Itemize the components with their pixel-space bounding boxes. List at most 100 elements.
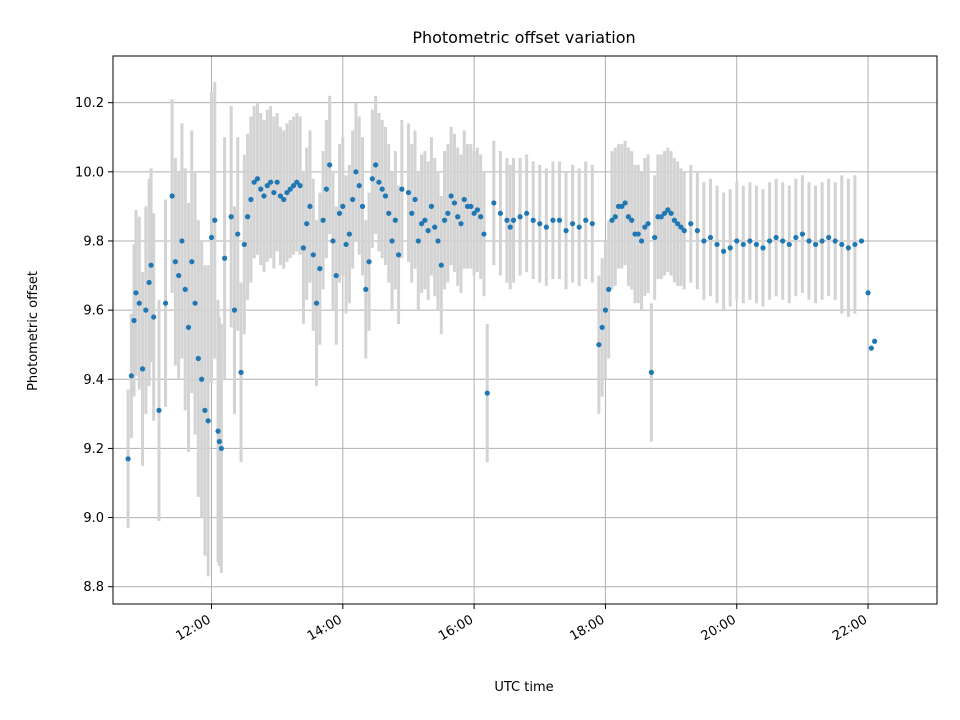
data-point (524, 210, 530, 216)
data-point (619, 203, 625, 209)
data-point (379, 186, 385, 192)
data-point (550, 217, 556, 223)
data-point (264, 183, 270, 189)
data-point (350, 196, 356, 203)
data-point (510, 217, 517, 223)
data-point (176, 272, 182, 279)
data-point (327, 162, 333, 168)
data-point (172, 259, 178, 265)
chart-title: Photometric offset variation (412, 28, 635, 47)
data-point (868, 345, 874, 351)
data-point (340, 203, 346, 209)
x-axis-label: UTC time (494, 680, 553, 695)
data-point (156, 407, 162, 413)
data-point (629, 217, 635, 223)
data-point (290, 183, 297, 189)
data-point (208, 234, 215, 241)
data-point (346, 231, 352, 237)
data-point (277, 193, 284, 199)
data-point (271, 189, 277, 196)
data-point (238, 369, 244, 375)
data-point (678, 224, 684, 230)
data-point (415, 238, 421, 244)
data-point (665, 207, 671, 213)
data-point (386, 210, 392, 216)
grid-layer (113, 56, 937, 604)
data-point (284, 189, 290, 196)
data-point (675, 221, 681, 227)
data-point (228, 214, 234, 220)
data-point (435, 238, 441, 244)
data-point (819, 238, 825, 244)
data-point (373, 162, 379, 168)
data-point (799, 231, 806, 237)
data-point (274, 179, 280, 185)
data-point (714, 241, 720, 248)
data-point (353, 169, 359, 175)
data-point (131, 317, 137, 324)
data-point (323, 186, 329, 192)
data-point (543, 224, 549, 230)
data-point (652, 234, 658, 241)
data-point (136, 300, 142, 306)
data-point (481, 231, 487, 237)
data-point (146, 279, 152, 286)
data-point (576, 224, 582, 230)
data-point (753, 241, 760, 248)
data-point (517, 214, 523, 220)
data-point (392, 217, 398, 223)
data-point (812, 241, 819, 248)
data-point (484, 390, 490, 396)
data-point (852, 241, 858, 248)
data-point (215, 428, 221, 434)
data-point (133, 290, 139, 296)
data-point (195, 355, 201, 362)
data-point (310, 252, 316, 258)
data-point (760, 245, 766, 251)
data-point (409, 210, 415, 216)
data-point (425, 227, 431, 234)
data-point (212, 217, 218, 223)
data-point (858, 238, 865, 244)
data-point (251, 179, 257, 185)
data-point (304, 221, 310, 227)
data-point (727, 245, 733, 251)
data-point (169, 193, 175, 199)
data-point (596, 342, 602, 348)
data-point (320, 217, 326, 223)
data-point (336, 210, 343, 216)
data-point (599, 324, 605, 331)
data-point (307, 203, 313, 209)
data-point (389, 238, 395, 244)
data-point (363, 286, 369, 292)
data-point (602, 307, 609, 313)
data-point (491, 200, 497, 206)
data-point (872, 338, 878, 344)
data-point (441, 217, 448, 223)
data-point (478, 214, 484, 220)
data-point (468, 203, 474, 209)
data-point (826, 234, 832, 241)
data-point (300, 245, 307, 251)
data-point (333, 272, 339, 279)
data-point (216, 438, 222, 445)
y-tick-label: 9.6 (83, 304, 104, 319)
data-point (317, 266, 323, 272)
data-point (474, 207, 480, 213)
data-point (612, 214, 618, 220)
data-point (396, 252, 402, 258)
data-point (458, 221, 464, 227)
data-point (179, 238, 185, 244)
data-point (189, 259, 195, 265)
data-point (668, 210, 674, 216)
data-point (642, 224, 648, 230)
y-tick-label: 9.0 (83, 511, 104, 526)
data-point (148, 262, 154, 268)
data-point (369, 176, 375, 182)
data-point (537, 221, 543, 227)
y-tick-label: 10.2 (75, 96, 104, 111)
data-point (139, 366, 146, 372)
data-point (504, 217, 510, 223)
data-point (570, 221, 576, 227)
